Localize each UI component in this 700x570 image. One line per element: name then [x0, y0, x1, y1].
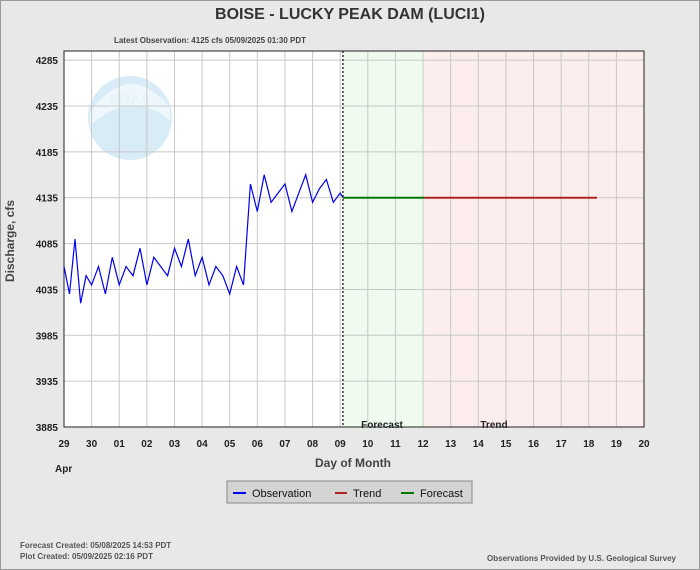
- x-tick-label: 12: [417, 439, 429, 450]
- axis-ticks: 3885 3935 3985 4035 4085 4135 4185 4235 4285 29 30…: [36, 56, 650, 450]
- legend-box: [226, 480, 473, 504]
- y-tick-label: 3985: [36, 331, 59, 342]
- x-tick-label: 06: [252, 439, 264, 450]
- x-tick-label: 30: [86, 439, 98, 450]
- y-tick-label: 4035: [36, 285, 59, 296]
- x-tick-label: 03: [169, 439, 181, 450]
- forecast-region-label: Forecast: [361, 420, 403, 431]
- chart-title: BOISE - LUCKY PEAK DAM (LUCI1): [215, 6, 485, 23]
- data-provider-text: Observations Provided by U.S. Geological…: [487, 554, 677, 563]
- x-tick-label: 19: [611, 439, 623, 450]
- x-tick-label: 14: [473, 439, 485, 450]
- y-tick-label: 4085: [36, 240, 59, 251]
- x-tick-label: 05: [224, 439, 236, 450]
- forecast-created-text: Forecast Created: 05/08/2025 14:53 PDT: [20, 541, 171, 550]
- y-tick-label: 4235: [36, 102, 59, 113]
- legend-label-trend: Trend: [353, 488, 381, 500]
- x-tick-label: 18: [583, 439, 595, 450]
- noaa-logo-bird: [90, 83, 170, 126]
- x-tick-label: 13: [445, 439, 457, 450]
- grid-lines: [63, 50, 645, 428]
- y-axis-label: Discharge, cfs: [3, 200, 17, 282]
- noaa-logo-text: NOAA: [109, 91, 150, 107]
- month-label: Apr: [55, 464, 72, 475]
- plot-border: [63, 50, 645, 428]
- noaa-logo-icon: NOAA: [88, 76, 172, 160]
- plot-created-text: Plot Created: 05/09/2025 02:16 PDT: [20, 552, 153, 561]
- legend: Observation Trend Forecast: [226, 480, 473, 504]
- y-tick-label: 4285: [36, 56, 59, 67]
- y-tick-label: 4135: [36, 194, 59, 205]
- x-tick-label: 07: [279, 439, 291, 450]
- x-tick-label: 29: [58, 439, 70, 450]
- trend-region: [424, 51, 644, 427]
- x-tick-label: 11: [390, 439, 401, 450]
- x-tick-label: 10: [362, 439, 374, 450]
- x-tick-label: 16: [528, 439, 540, 450]
- x-tick-label: 20: [638, 439, 650, 450]
- trend-region-label: Trend: [480, 420, 507, 431]
- x-tick-label: 15: [500, 439, 512, 450]
- x-tick-label: 08: [307, 439, 319, 450]
- x-tick-label: 09: [335, 439, 347, 450]
- y-tick-label: 3935: [36, 377, 59, 388]
- x-axis-label: Day of Month: [315, 456, 391, 470]
- x-tick-label: 01: [114, 439, 126, 450]
- legend-label-observation: Observation: [252, 488, 311, 500]
- x-tick-label: 02: [141, 439, 153, 450]
- x-tick-label: 04: [197, 439, 209, 450]
- y-tick-label: 3885: [36, 423, 59, 434]
- legend-label-forecast: Forecast: [420, 488, 463, 500]
- series-layer: [63, 172, 597, 304]
- latest-observation-subtitle: Latest Observation: 4125 cfs 05/09/2025 …: [114, 36, 306, 45]
- forecast-region: [342, 51, 425, 427]
- x-tick-label: 17: [556, 439, 568, 450]
- y-tick-label: 4185: [36, 148, 59, 159]
- series-observation: [63, 172, 344, 304]
